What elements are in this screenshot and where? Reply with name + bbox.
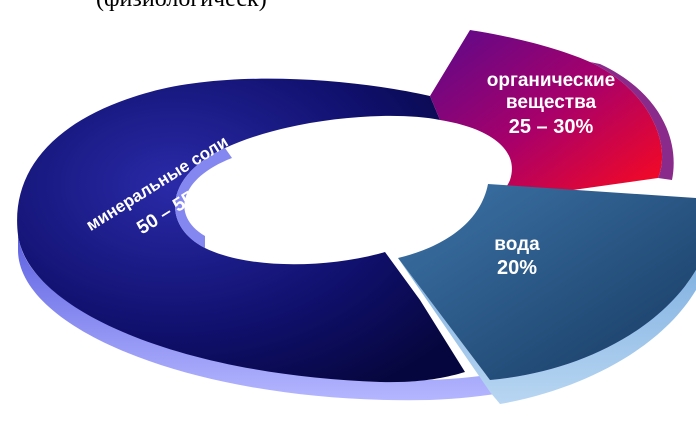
pie-slice-organic-edge [590, 62, 674, 180]
top-clipped-text: (физиологическ) [96, 0, 267, 13]
label-organic: органические вещества 25 – 30% [487, 70, 616, 138]
label-organic-line3: 25 – 30% [509, 116, 594, 138]
pie-slice-organic [430, 30, 663, 202]
label-organic-line1: органические [487, 70, 616, 91]
pie-slice-water [398, 184, 696, 380]
donut-rim [18, 230, 686, 401]
pie-slice-minerals [17, 78, 465, 383]
label-water-line1: вода [494, 234, 540, 255]
label-water-line2: 20% [497, 257, 537, 279]
label-organic-line2: вещества [506, 92, 597, 113]
pie-slice-water-side [398, 258, 696, 404]
label-water: вода 20% [494, 234, 540, 279]
donut-inner-wall [175, 148, 232, 248]
